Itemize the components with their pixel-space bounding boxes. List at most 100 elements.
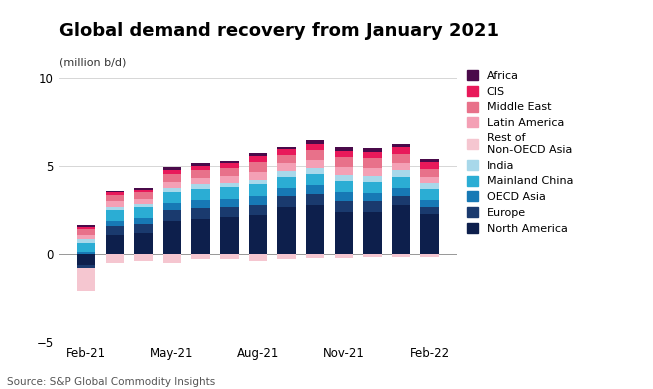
Bar <box>163 188 182 193</box>
Bar <box>278 163 296 171</box>
Bar <box>134 204 153 207</box>
Bar <box>249 254 267 261</box>
Bar <box>334 147 353 151</box>
Bar <box>220 183 238 187</box>
Bar <box>278 188 296 196</box>
Bar <box>421 183 439 189</box>
Bar <box>278 196 296 207</box>
Bar <box>163 203 182 210</box>
Bar <box>392 177 410 188</box>
Bar <box>220 161 238 163</box>
Bar <box>249 196 267 205</box>
Bar <box>220 187 238 199</box>
Bar <box>77 239 95 243</box>
Bar <box>134 207 153 218</box>
Bar <box>363 152 382 158</box>
Bar <box>278 177 296 188</box>
Bar <box>392 144 410 147</box>
Bar <box>421 177 439 183</box>
Bar <box>77 254 95 265</box>
Bar <box>106 193 124 195</box>
Bar <box>278 254 296 259</box>
Bar <box>392 196 410 205</box>
Bar <box>163 170 182 174</box>
Bar <box>392 147 410 154</box>
Bar <box>77 225 95 227</box>
Bar <box>134 190 153 193</box>
Bar <box>306 194 325 205</box>
Bar <box>334 175 353 181</box>
Bar <box>392 254 410 257</box>
Bar <box>334 167 353 175</box>
Bar <box>421 163 439 168</box>
Bar <box>134 199 153 204</box>
Bar <box>278 171 296 177</box>
Bar <box>77 227 95 230</box>
Bar <box>392 170 410 177</box>
Bar <box>421 254 439 257</box>
Bar <box>77 268 95 291</box>
Bar <box>106 207 124 210</box>
Bar <box>421 200 439 207</box>
Bar <box>334 157 353 167</box>
Bar <box>334 151 353 157</box>
Bar <box>191 184 210 189</box>
Bar <box>334 201 353 212</box>
Bar <box>220 176 238 183</box>
Bar <box>77 235 95 239</box>
Legend: Africa, CIS, Middle East, Latin America, Rest of
Non-OECD Asia, India, Mainland : Africa, CIS, Middle East, Latin America,… <box>467 70 573 234</box>
Bar <box>334 181 353 193</box>
Bar <box>77 243 95 252</box>
Bar <box>191 200 210 208</box>
Bar <box>363 201 382 212</box>
Bar <box>421 207 439 214</box>
Bar <box>106 191 124 193</box>
Bar <box>249 205 267 216</box>
Bar <box>306 186 325 194</box>
Bar <box>163 182 182 188</box>
Bar <box>163 174 182 182</box>
Bar <box>363 176 382 182</box>
Bar <box>306 160 325 168</box>
Bar <box>163 254 182 263</box>
Bar <box>306 150 325 160</box>
Bar <box>191 178 210 184</box>
Bar <box>249 163 267 172</box>
Bar <box>392 188 410 196</box>
Bar <box>306 168 325 174</box>
Text: Source: S&P Global Commodity Insights: Source: S&P Global Commodity Insights <box>7 377 215 387</box>
Bar <box>191 163 210 166</box>
Bar <box>134 218 153 224</box>
Bar <box>334 254 353 258</box>
Bar <box>421 159 439 163</box>
Bar <box>363 212 382 254</box>
Bar <box>106 254 124 263</box>
Bar <box>77 230 95 235</box>
Bar <box>306 254 325 258</box>
Bar <box>163 167 182 170</box>
Bar <box>306 140 325 144</box>
Bar <box>249 156 267 163</box>
Bar <box>220 207 238 217</box>
Bar <box>106 195 124 201</box>
Bar <box>77 252 95 254</box>
Bar <box>220 254 238 259</box>
Bar <box>134 224 153 233</box>
Bar <box>363 158 382 168</box>
Bar <box>249 172 267 180</box>
Bar <box>392 154 410 163</box>
Bar <box>392 205 410 254</box>
Bar <box>106 210 124 221</box>
Bar <box>363 254 382 257</box>
Bar <box>334 193 353 201</box>
Bar <box>392 163 410 170</box>
Bar <box>191 166 210 170</box>
Bar <box>421 189 439 200</box>
Bar <box>106 235 124 254</box>
Bar <box>106 221 124 226</box>
Bar <box>163 193 182 203</box>
Bar <box>306 174 325 186</box>
Bar <box>421 168 439 177</box>
Bar <box>191 189 210 200</box>
Bar <box>306 144 325 150</box>
